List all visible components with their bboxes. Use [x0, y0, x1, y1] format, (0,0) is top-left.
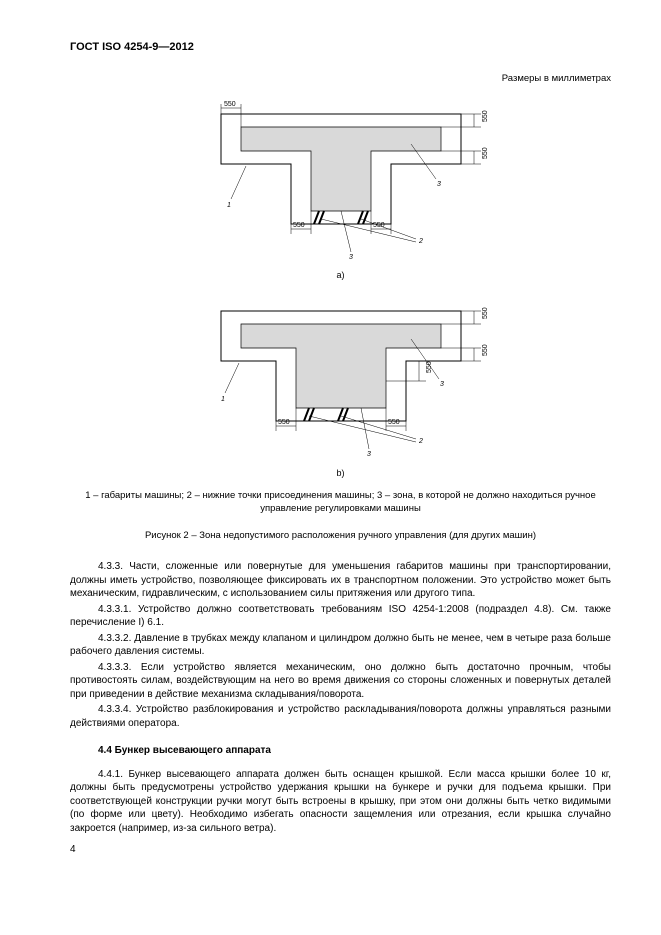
section-4-4-title: 4.4 Бункер высевающего аппарата	[70, 744, 611, 758]
callout-3b: 3	[367, 451, 371, 456]
dim-label: 550	[224, 101, 236, 108]
dim-label: 550	[388, 419, 400, 426]
callout-3: 3	[440, 381, 444, 388]
dim-label: 550	[293, 222, 305, 229]
para-4-3-3-3: 4.3.3.3. Если устройство является механи…	[70, 661, 611, 702]
dim-label: 550	[482, 110, 489, 122]
callout-2: 2	[418, 238, 423, 245]
dim-label: 550	[482, 308, 489, 320]
callout-1: 1	[227, 202, 231, 209]
dim-label: 550	[426, 362, 433, 374]
figure-label-b: b)	[70, 467, 611, 479]
dim-label: 550	[278, 419, 290, 426]
figure-a: 550 550 550 550 550	[70, 94, 611, 264]
callout-1: 1	[221, 396, 225, 403]
page-number: 4	[70, 843, 611, 857]
para-4-3-3-1: 4.3.3.1. Устройство должно соответствова…	[70, 603, 611, 630]
callout-2: 2	[418, 438, 423, 445]
units-note: Размеры в миллиметрах	[70, 73, 611, 86]
figure-legend: 1 – габариты машины; 2 – нижние точки пр…	[70, 489, 611, 516]
callout-3: 3	[437, 181, 441, 188]
figure-b: 550 550 550 550 550	[70, 291, 611, 461]
para-4-3-3-4: 4.3.3.4. Устройство разблокирования и ус…	[70, 703, 611, 730]
para-4-3-3: 4.3.3. Части, сложенные или повернутые д…	[70, 560, 611, 601]
para-4-4-1: 4.4.1. Бункер высевающего аппарата долже…	[70, 768, 611, 836]
standard-header: ГОСТ ISO 4254-9—2012	[70, 40, 611, 55]
callout-3b: 3	[349, 254, 353, 259]
dim-label: 550	[482, 345, 489, 357]
dim-label: 550	[482, 147, 489, 159]
figure-caption: Рисунок 2 – Зона недопустимого расположе…	[70, 530, 611, 543]
para-4-3-3-2: 4.3.3.2. Давление в трубках между клапан…	[70, 632, 611, 659]
figure-label-a: a)	[70, 269, 611, 281]
